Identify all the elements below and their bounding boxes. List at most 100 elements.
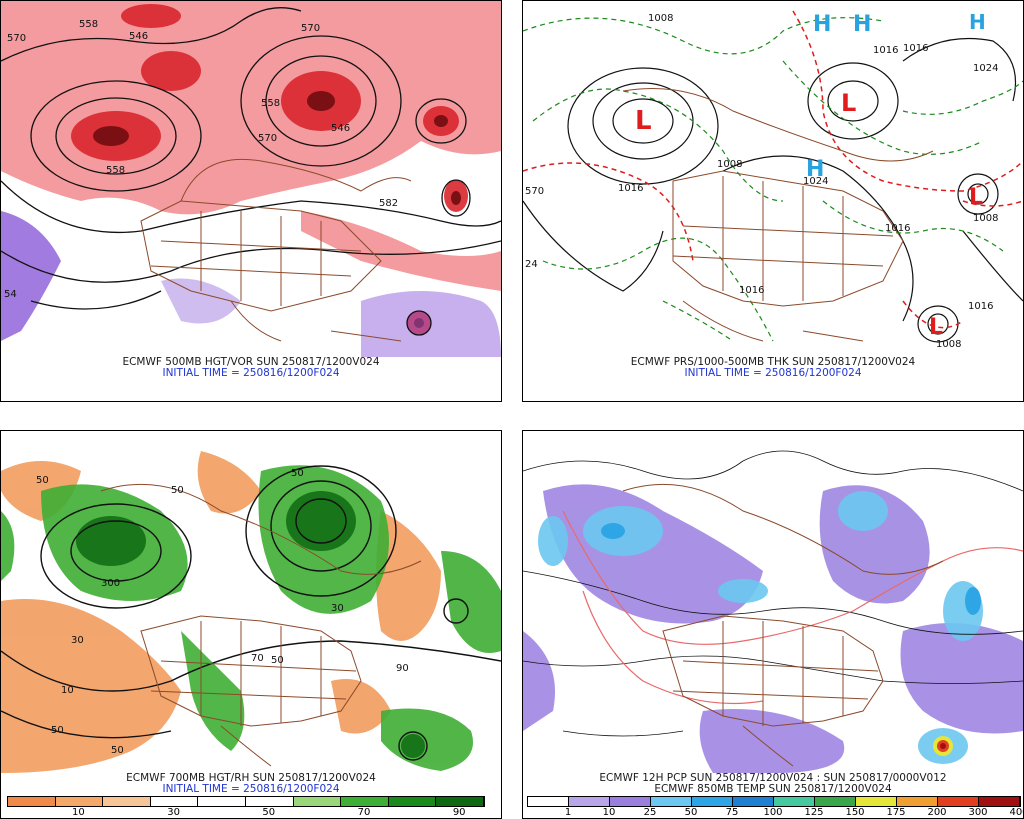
contour-label: 50 [291, 468, 304, 479]
humidity-map: 50 50 300 30 30 10 50 50 70 90 50 50 [1, 431, 501, 773]
extreme-precip [933, 736, 953, 756]
colorbar-segment [856, 797, 897, 806]
contour-label: 582 [379, 198, 398, 209]
colorbar-segment [692, 797, 733, 806]
isobar-label: 1016 [903, 43, 928, 54]
contour-label: 50 [36, 475, 49, 486]
initial-time: INITIAL TIME = 250816/1200F024 [162, 783, 340, 795]
contour-label: 50 [271, 655, 284, 666]
isobar-label: 24 [525, 259, 538, 270]
colorbar-segment [569, 797, 610, 806]
colorbar-tick: 70 [357, 807, 371, 818]
colorbar-tick: 175 [886, 807, 906, 818]
panel-caption: ECMWF 500MB HGT/VOR SUN 250817/1200V024 [122, 356, 380, 368]
colorbar-segment [55, 797, 104, 806]
colorbar-segment [293, 797, 342, 806]
colorbar-tick: 200 [927, 807, 947, 818]
colorbar-tick: 150 [845, 807, 865, 818]
rh-colorbar [7, 796, 485, 807]
high-pressure-marker: H [853, 12, 871, 37]
political-borders [622, 483, 944, 767]
contour-label: 558 [79, 19, 98, 30]
panel-precip-850temp: ECMWF 12H PCP SUN 250817/1200V024 : SUN … [522, 430, 1024, 819]
contour-label: 300 [101, 578, 120, 589]
colorbar-tick: 50 [262, 807, 276, 818]
contour-label: 50 [51, 725, 64, 736]
colorbar-segment [651, 797, 692, 806]
isobar-label: 1008 [648, 13, 673, 24]
initial-time: INITIAL TIME = 250816/1200F024 [162, 367, 340, 379]
isobar-label: 1016 [873, 45, 898, 56]
isobars [523, 38, 1023, 343]
colorbar-segment [733, 797, 774, 806]
contour-label: 546 [331, 123, 350, 134]
height-contours [1, 465, 501, 761]
colorbar-tick: 400 [1009, 807, 1023, 818]
freezing-contour [562, 510, 1023, 705]
isobar-label: 1016 [618, 183, 643, 194]
colorbar-segment [938, 797, 979, 806]
precip-map [523, 431, 1023, 773]
isobar-label: 1008 [936, 339, 961, 350]
contour-label: 570 [7, 33, 26, 44]
contour-labels: 50 50 300 30 30 10 50 50 70 90 50 50 [36, 468, 409, 756]
colorbar-segment [897, 797, 938, 806]
warm-thickness-lines [523, 10, 1023, 329]
high-pressure-marker: H [969, 10, 986, 34]
colorbar-tick: 90 [452, 807, 466, 818]
colorbar-tick: 30 [167, 807, 180, 818]
colorbar-tick: 100 [763, 807, 783, 818]
colorbar-tick: 300 [968, 807, 988, 818]
isobar-label: 1008 [973, 213, 998, 224]
colorbar-tick: 10 [602, 807, 616, 818]
contour-label: 90 [396, 663, 409, 674]
colorbar-segment [245, 797, 294, 806]
colorbar-segment [815, 797, 856, 806]
contour-label: 558 [106, 165, 125, 176]
colorbar-segment [774, 797, 815, 806]
colorbar-tick: 10 [72, 807, 85, 818]
political-borders [140, 158, 412, 342]
colorbar-segment [198, 797, 246, 806]
heavy-precip [601, 523, 981, 615]
contour-label: 558 [261, 98, 280, 109]
contour-label: 10 [61, 685, 74, 696]
colorbar-segment [103, 797, 151, 806]
high-pressure-marker: H [806, 157, 824, 182]
vorticity-maxima [93, 91, 461, 328]
isobar-labels: 1008 1016 1016 1024 1008 1024 1016 1016 … [525, 13, 998, 350]
contour-label: 54 [4, 289, 17, 300]
vorticity-map: 558 546 570 558 570 558 546 582 570 54 [1, 1, 501, 357]
colorbar-tick: 1 [564, 807, 572, 818]
isobar-label: 1024 [803, 176, 828, 187]
panel-caption: ECMWF 700MB HGT/RH SUN 250817/1200V024 [126, 772, 376, 784]
panel-mslp-thickness: L L L L H H H H 1008 1016 1016 1024 1008… [522, 0, 1024, 402]
panel-700mb-rh: 50 50 300 30 30 10 50 50 70 90 50 50 ECM… [0, 430, 502, 819]
height-contours [1, 7, 501, 336]
colorbar-segment [436, 797, 484, 806]
isobar-label: 1016 [968, 301, 993, 312]
contour-label: 50 [171, 485, 184, 496]
colorbar-segment [388, 797, 437, 806]
colorbar-tick: 125 [804, 807, 824, 818]
colorbar-segment [528, 797, 569, 806]
thickness-lines [523, 17, 1023, 342]
precip-colorbar [527, 796, 1021, 807]
contour-label: 570 [258, 133, 277, 144]
panel-caption: ECMWF PRS/1000-500MB THK SUN 250817/1200… [630, 356, 916, 368]
colorbar-tick: 75 [725, 807, 739, 818]
isobar-label: 1016 [739, 285, 764, 296]
isobar-label: 1024 [973, 63, 998, 74]
rh-colorbar-ticks: 10 30 50 70 90 [7, 807, 483, 818]
colorbar-segment [8, 797, 56, 806]
thickness-label: 570 [525, 186, 544, 197]
colorbar-segment [610, 797, 651, 806]
contour-labels: 558 546 570 558 570 558 546 582 570 54 [4, 19, 398, 300]
contour-label: 70 [251, 653, 264, 664]
low-pressure-marker: L [969, 185, 983, 210]
contour-label: 570 [301, 23, 320, 34]
contour-label: 546 [129, 31, 148, 42]
political-borders [622, 88, 934, 342]
contour-label: 30 [331, 603, 344, 614]
contour-label: 50 [111, 745, 124, 756]
